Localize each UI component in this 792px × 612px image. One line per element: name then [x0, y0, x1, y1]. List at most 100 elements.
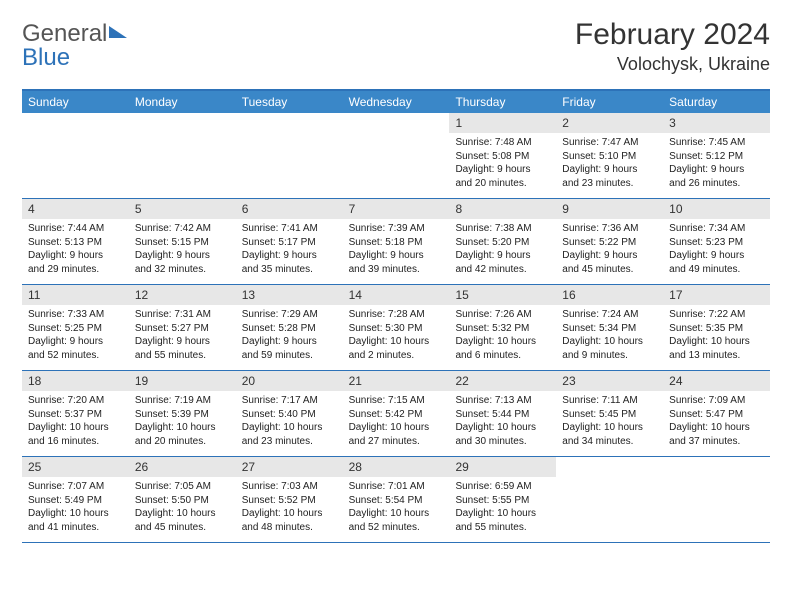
day-sunrise: Sunrise: 7:05 AM [135, 480, 230, 494]
day-header-cell: Sunday [22, 91, 129, 113]
week-row: 1Sunrise: 7:48 AMSunset: 5:08 PMDaylight… [22, 113, 770, 199]
day-sunrise: Sunrise: 7:28 AM [349, 308, 444, 322]
day-content: Sunrise: 7:11 AMSunset: 5:45 PMDaylight:… [556, 391, 663, 452]
day-cell: 18 Sunrise: 7:20 AMSunset: 5:37 PMDayligh… [22, 371, 129, 456]
day-daylight1: Daylight: 10 hours [669, 421, 764, 435]
day-sunrise: Sunrise: 7:07 AM [28, 480, 123, 494]
day-sunset: Sunset: 5:37 PM [28, 408, 123, 422]
day-cell: 19Sunrise: 7:19 AMSunset: 5:39 PMDayligh… [129, 371, 236, 456]
day-number: 11 [22, 285, 129, 305]
day-daylight2: and 42 minutes. [455, 263, 550, 277]
day-sunrise: Sunrise: 7:45 AM [669, 136, 764, 150]
day-number: 18 [22, 371, 129, 391]
day-sunset: Sunset: 5:18 PM [349, 236, 444, 250]
day-number: 5 [129, 199, 236, 219]
day-sunset: Sunset: 5:17 PM [242, 236, 337, 250]
day-content: Sunrise: 7:03 AMSunset: 5:52 PMDaylight:… [236, 477, 343, 538]
day-cell: 4Sunrise: 7:44 AMSunset: 5:13 PMDaylight… [22, 199, 129, 284]
day-content: Sunrise: 7:13 AMSunset: 5:44 PMDaylight:… [449, 391, 556, 452]
day-sunrise: Sunrise: 7:26 AM [455, 308, 550, 322]
day-sunrise: Sunrise: 7:19 AM [135, 394, 230, 408]
day-number: 19 [129, 371, 236, 391]
day-number: 22 [449, 371, 556, 391]
day-daylight1: Daylight: 9 hours [349, 249, 444, 263]
day-daylight2: and 37 minutes. [669, 435, 764, 449]
day-sunrise: Sunrise: 7:38 AM [455, 222, 550, 236]
day-cell: 20Sunrise: 7:17 AMSunset: 5:40 PMDayligh… [236, 371, 343, 456]
day-daylight2: and 34 minutes. [562, 435, 657, 449]
day-daylight1: Daylight: 9 hours [562, 249, 657, 263]
day-content: Sunrise: 7:09 AMSunset: 5:47 PMDaylight:… [663, 391, 770, 452]
day-daylight1: Daylight: 10 hours [28, 421, 123, 435]
day-sunset: Sunset: 5:50 PM [135, 494, 230, 508]
day-number: 8 [449, 199, 556, 219]
day-cell: 10Sunrise: 7:34 AMSunset: 5:23 PMDayligh… [663, 199, 770, 284]
day-content: Sunrise: 7:07 AMSunset: 5:49 PMDaylight:… [22, 477, 129, 538]
day-daylight2: and 30 minutes. [455, 435, 550, 449]
day-sunset: Sunset: 5:30 PM [349, 322, 444, 336]
day-number: 15 [449, 285, 556, 305]
day-sunrise: Sunrise: 7:20 AM [28, 394, 123, 408]
day-number: 20 [236, 371, 343, 391]
day-daylight2: and 52 minutes. [349, 521, 444, 535]
day-daylight2: and 41 minutes. [28, 521, 123, 535]
day-daylight2: and 59 minutes. [242, 349, 337, 363]
day-cell: 29Sunrise: 6:59 AMSunset: 5:55 PMDayligh… [449, 457, 556, 542]
day-cell: 13Sunrise: 7:29 AMSunset: 5:28 PMDayligh… [236, 285, 343, 370]
day-sunset: Sunset: 5:28 PM [242, 322, 337, 336]
day-cell [663, 457, 770, 542]
day-number: 2 [556, 113, 663, 133]
day-cell: 26Sunrise: 7:05 AMSunset: 5:50 PMDayligh… [129, 457, 236, 542]
day-daylight2: and 52 minutes. [28, 349, 123, 363]
day-daylight2: and 55 minutes. [135, 349, 230, 363]
day-sunrise: Sunrise: 7:15 AM [349, 394, 444, 408]
day-number: 24 [663, 371, 770, 391]
day-daylight1: Daylight: 10 hours [562, 421, 657, 435]
day-daylight1: Daylight: 9 hours [242, 335, 337, 349]
day-sunrise: Sunrise: 7:47 AM [562, 136, 657, 150]
day-daylight2: and 20 minutes. [135, 435, 230, 449]
day-cell: 1Sunrise: 7:48 AMSunset: 5:08 PMDaylight… [449, 113, 556, 198]
day-sunset: Sunset: 5:54 PM [349, 494, 444, 508]
day-header-cell: Thursday [449, 91, 556, 113]
day-sunset: Sunset: 5:44 PM [455, 408, 550, 422]
month-title: February 2024 [575, 18, 770, 52]
day-daylight2: and 20 minutes. [455, 177, 550, 191]
day-content: Sunrise: 7:01 AMSunset: 5:54 PMDaylight:… [343, 477, 450, 538]
day-header-cell: Wednesday [343, 91, 450, 113]
day-content: Sunrise: 7:38 AMSunset: 5:20 PMDaylight:… [449, 219, 556, 280]
day-daylight1: Daylight: 10 hours [135, 421, 230, 435]
day-content: Sunrise: 7:29 AMSunset: 5:28 PMDaylight:… [236, 305, 343, 366]
week-row: 11Sunrise: 7:33 AMSunset: 5:25 PMDayligh… [22, 285, 770, 371]
day-daylight1: Daylight: 9 hours [669, 249, 764, 263]
day-number [129, 113, 236, 117]
day-sunset: Sunset: 5:52 PM [242, 494, 337, 508]
day-daylight2: and 55 minutes. [455, 521, 550, 535]
day-sunrise: Sunrise: 7:31 AM [135, 308, 230, 322]
day-sunset: Sunset: 5:12 PM [669, 150, 764, 164]
day-sunset: Sunset: 5:32 PM [455, 322, 550, 336]
day-sunset: Sunset: 5:25 PM [28, 322, 123, 336]
day-sunset: Sunset: 5:49 PM [28, 494, 123, 508]
day-sunset: Sunset: 5:20 PM [455, 236, 550, 250]
day-sunrise: Sunrise: 7:39 AM [349, 222, 444, 236]
day-daylight1: Daylight: 10 hours [28, 507, 123, 521]
day-sunrise: Sunrise: 7:03 AM [242, 480, 337, 494]
day-daylight1: Daylight: 9 hours [28, 249, 123, 263]
calendar: SundayMondayTuesdayWednesdayThursdayFrid… [22, 89, 770, 543]
day-content: Sunrise: 7:15 AMSunset: 5:42 PMDaylight:… [343, 391, 450, 452]
day-sunrise: Sunrise: 7:41 AM [242, 222, 337, 236]
day-cell: 17Sunrise: 7:22 AMSunset: 5:35 PMDayligh… [663, 285, 770, 370]
day-daylight1: Daylight: 10 hours [455, 507, 550, 521]
day-content: Sunrise: 7:17 AMSunset: 5:40 PMDaylight:… [236, 391, 343, 452]
brand-triangle-icon [109, 26, 127, 38]
day-daylight2: and 26 minutes. [669, 177, 764, 191]
day-content: Sunrise: 7:36 AMSunset: 5:22 PMDaylight:… [556, 219, 663, 280]
day-daylight2: and 45 minutes. [562, 263, 657, 277]
day-content: Sunrise: 7:39 AMSunset: 5:18 PMDaylight:… [343, 219, 450, 280]
day-daylight1: Daylight: 9 hours [669, 163, 764, 177]
day-header-cell: Monday [129, 91, 236, 113]
day-number [556, 457, 663, 461]
day-content: Sunrise: 7:28 AMSunset: 5:30 PMDaylight:… [343, 305, 450, 366]
day-sunrise: Sunrise: 7:36 AM [562, 222, 657, 236]
